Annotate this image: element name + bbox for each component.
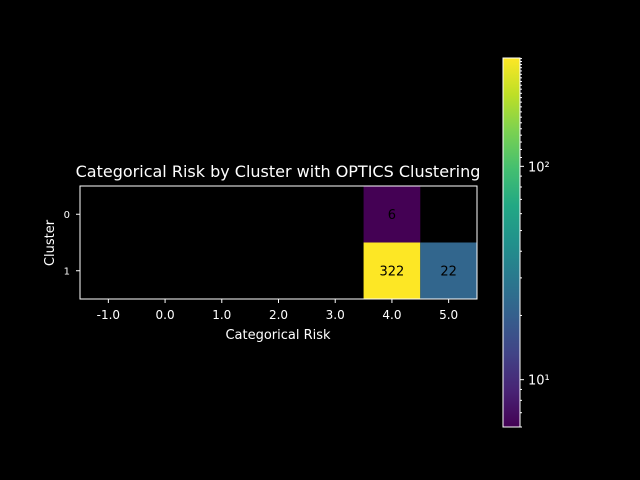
x-tick-label: 1.0 bbox=[212, 308, 231, 322]
x-axis-ticks: -1.0 0.0 1.0 2.0 3.0 4.0 5.0 bbox=[97, 299, 458, 322]
x-tick-label: 3.0 bbox=[326, 308, 345, 322]
x-axis-label: Categorical Risk bbox=[225, 328, 331, 343]
x-tick-label: 5.0 bbox=[439, 308, 458, 322]
colorbar: 10¹ 10² bbox=[502, 57, 550, 428]
heatmap-cell bbox=[363, 242, 421, 299]
heatmap-cells bbox=[363, 186, 477, 299]
cell-value-label: 322 bbox=[380, 264, 405, 279]
y-tick-label: 0 bbox=[64, 210, 70, 221]
cell-labels: 6 322 22 bbox=[380, 208, 457, 280]
y-tick-label: 1 bbox=[64, 266, 70, 277]
colorbar-tick-label: 10¹ bbox=[528, 374, 550, 389]
y-axis-label: Cluster bbox=[43, 219, 58, 266]
y-axis-ticks: 01 bbox=[64, 210, 80, 277]
heatmap-cell bbox=[363, 186, 421, 243]
x-tick-label: 0.0 bbox=[156, 308, 175, 322]
colorbar-gradient bbox=[503, 58, 520, 427]
cell-value-label: 22 bbox=[440, 264, 457, 279]
colorbar-tick-label: 10² bbox=[528, 160, 550, 175]
heatmap-cell bbox=[420, 242, 477, 299]
chart-title: Categorical Risk by Cluster with OPTICS … bbox=[76, 162, 481, 181]
cell-value-label: 6 bbox=[388, 208, 396, 223]
x-tick-label: 2.0 bbox=[269, 308, 288, 322]
x-tick-label: 4.0 bbox=[382, 308, 401, 322]
colorbar-frame bbox=[502, 57, 521, 428]
x-tick-label: -1.0 bbox=[97, 308, 120, 322]
colorbar-ticks: 10¹ 10² bbox=[520, 58, 550, 428]
